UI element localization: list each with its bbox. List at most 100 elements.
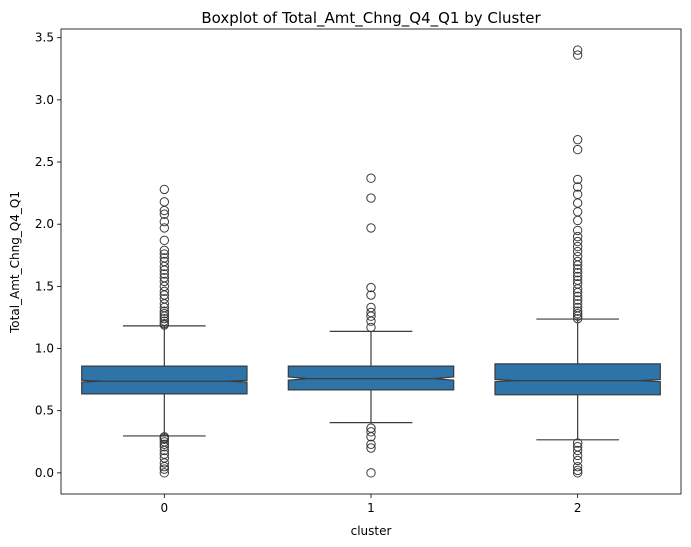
outlier-point: [159, 223, 170, 233]
outlier-point: [366, 443, 376, 453]
y-tick-label: 3.0: [35, 93, 54, 107]
outlier-point: [159, 269, 170, 279]
x-axis: 0 1 2: [161, 494, 582, 515]
outlier-point: [366, 173, 376, 183]
outlier-point: [572, 279, 583, 289]
y-tick-label: 1.5: [35, 279, 54, 293]
outlier-point: [572, 291, 583, 302]
outlier-point: [366, 223, 376, 233]
outlier-point: [366, 307, 376, 318]
outlier-point: [572, 461, 583, 472]
outlier-point: [572, 306, 583, 316]
outlier-point: [159, 453, 170, 463]
outlier-point: [366, 439, 376, 449]
outlier-point: [366, 423, 376, 433]
outlier-point: [366, 302, 376, 313]
outlier-point: [159, 316, 170, 326]
x-tick-label: 1: [367, 501, 375, 515]
outlier-point: [366, 316, 376, 326]
y-tick-label: 2.0: [35, 217, 54, 231]
outlier-point: [572, 241, 583, 252]
outlier-point: [572, 207, 583, 217]
y-tick-label: 3.5: [35, 31, 54, 45]
x-tick-label: 2: [574, 501, 582, 515]
box-body: [81, 365, 248, 395]
outlier-point: [572, 299, 583, 309]
y-tick-label: 0.5: [35, 404, 54, 418]
outlier-point: [159, 432, 170, 442]
outlier-point: [572, 144, 583, 155]
outlier-point: [159, 464, 170, 474]
outlier-point: [572, 295, 583, 305]
outlier-point: [572, 442, 583, 452]
y-tick-label: 0.0: [35, 466, 54, 480]
y-tick-label: 2.5: [35, 155, 54, 169]
outlier-point: [572, 189, 583, 200]
outlier-point: [159, 249, 170, 259]
outlier-point: [159, 209, 170, 219]
x-axis-label: cluster: [351, 524, 392, 538]
outlier-point: [572, 264, 583, 274]
outlier-point: [159, 318, 170, 329]
outlier-point: [366, 290, 376, 300]
outlier-point: [572, 225, 583, 236]
outlier-point: [159, 217, 170, 227]
outlier-point: [159, 286, 170, 297]
box-body: [287, 365, 455, 391]
box-group-cluster-1: [287, 173, 455, 478]
outlier-point: [159, 306, 170, 316]
outlier-point: [572, 256, 583, 267]
outlier-point: [572, 302, 583, 313]
outlier-point: [159, 468, 170, 478]
outlier-point: [159, 245, 170, 256]
x-tick-label: 0: [161, 501, 169, 515]
y-axis: 0.0 0.5 1.0 1.5 2.0 2.5 3.0 3.5: [35, 31, 61, 480]
outlier-point: [572, 438, 583, 448]
outlier-point: [159, 256, 170, 267]
outlier-point: [572, 313, 583, 324]
outlier-point: [159, 235, 170, 246]
box-group-cluster-0: [81, 184, 248, 478]
box-body: [494, 363, 661, 396]
outlier-point: [159, 197, 170, 207]
outlier-point: [366, 193, 376, 203]
outlier-point: [572, 450, 583, 461]
outlier-point: [366, 468, 376, 478]
outlier-point: [159, 313, 170, 324]
outlier-point: [572, 267, 583, 278]
outlier-point: [572, 275, 583, 285]
outlier-point: [572, 455, 583, 466]
outlier-point: [572, 465, 583, 476]
outlier-point: [159, 309, 170, 319]
outlier-point: [572, 246, 583, 257]
outlier-point: [572, 215, 583, 226]
plot-area: [81, 45, 661, 478]
y-axis-label: Total_Amt_Chng_Q4_Q1: [8, 191, 22, 334]
outlier-point: [159, 294, 170, 304]
outlier-point: [159, 276, 170, 287]
outlier-point: [159, 272, 170, 283]
outlier-point: [366, 282, 376, 293]
outlier-point: [366, 427, 376, 437]
outlier-point: [159, 449, 170, 459]
outlier-point: [572, 45, 583, 55]
outlier-point: [159, 184, 170, 195]
outlier-point: [572, 468, 583, 478]
outlier-point: [159, 253, 170, 263]
outlier-point: [572, 236, 583, 247]
outlier-point: [572, 50, 583, 60]
outlier-point: [572, 231, 583, 242]
y-tick-label: 1.0: [35, 342, 54, 356]
outlier-point: [572, 174, 583, 185]
box-group-cluster-2: [494, 45, 661, 478]
outlier-point: [572, 134, 583, 145]
chart-title: Boxplot of Total_Amt_Chng_Q4_Q1 by Clust…: [201, 9, 541, 28]
outlier-point: [159, 437, 170, 447]
outlier-point: [159, 281, 170, 292]
outlier-point: [572, 182, 583, 192]
outlier-point: [366, 322, 376, 333]
outlier-point: [572, 309, 583, 319]
outlier-point: [572, 271, 583, 282]
outlier-point: [572, 251, 583, 262]
